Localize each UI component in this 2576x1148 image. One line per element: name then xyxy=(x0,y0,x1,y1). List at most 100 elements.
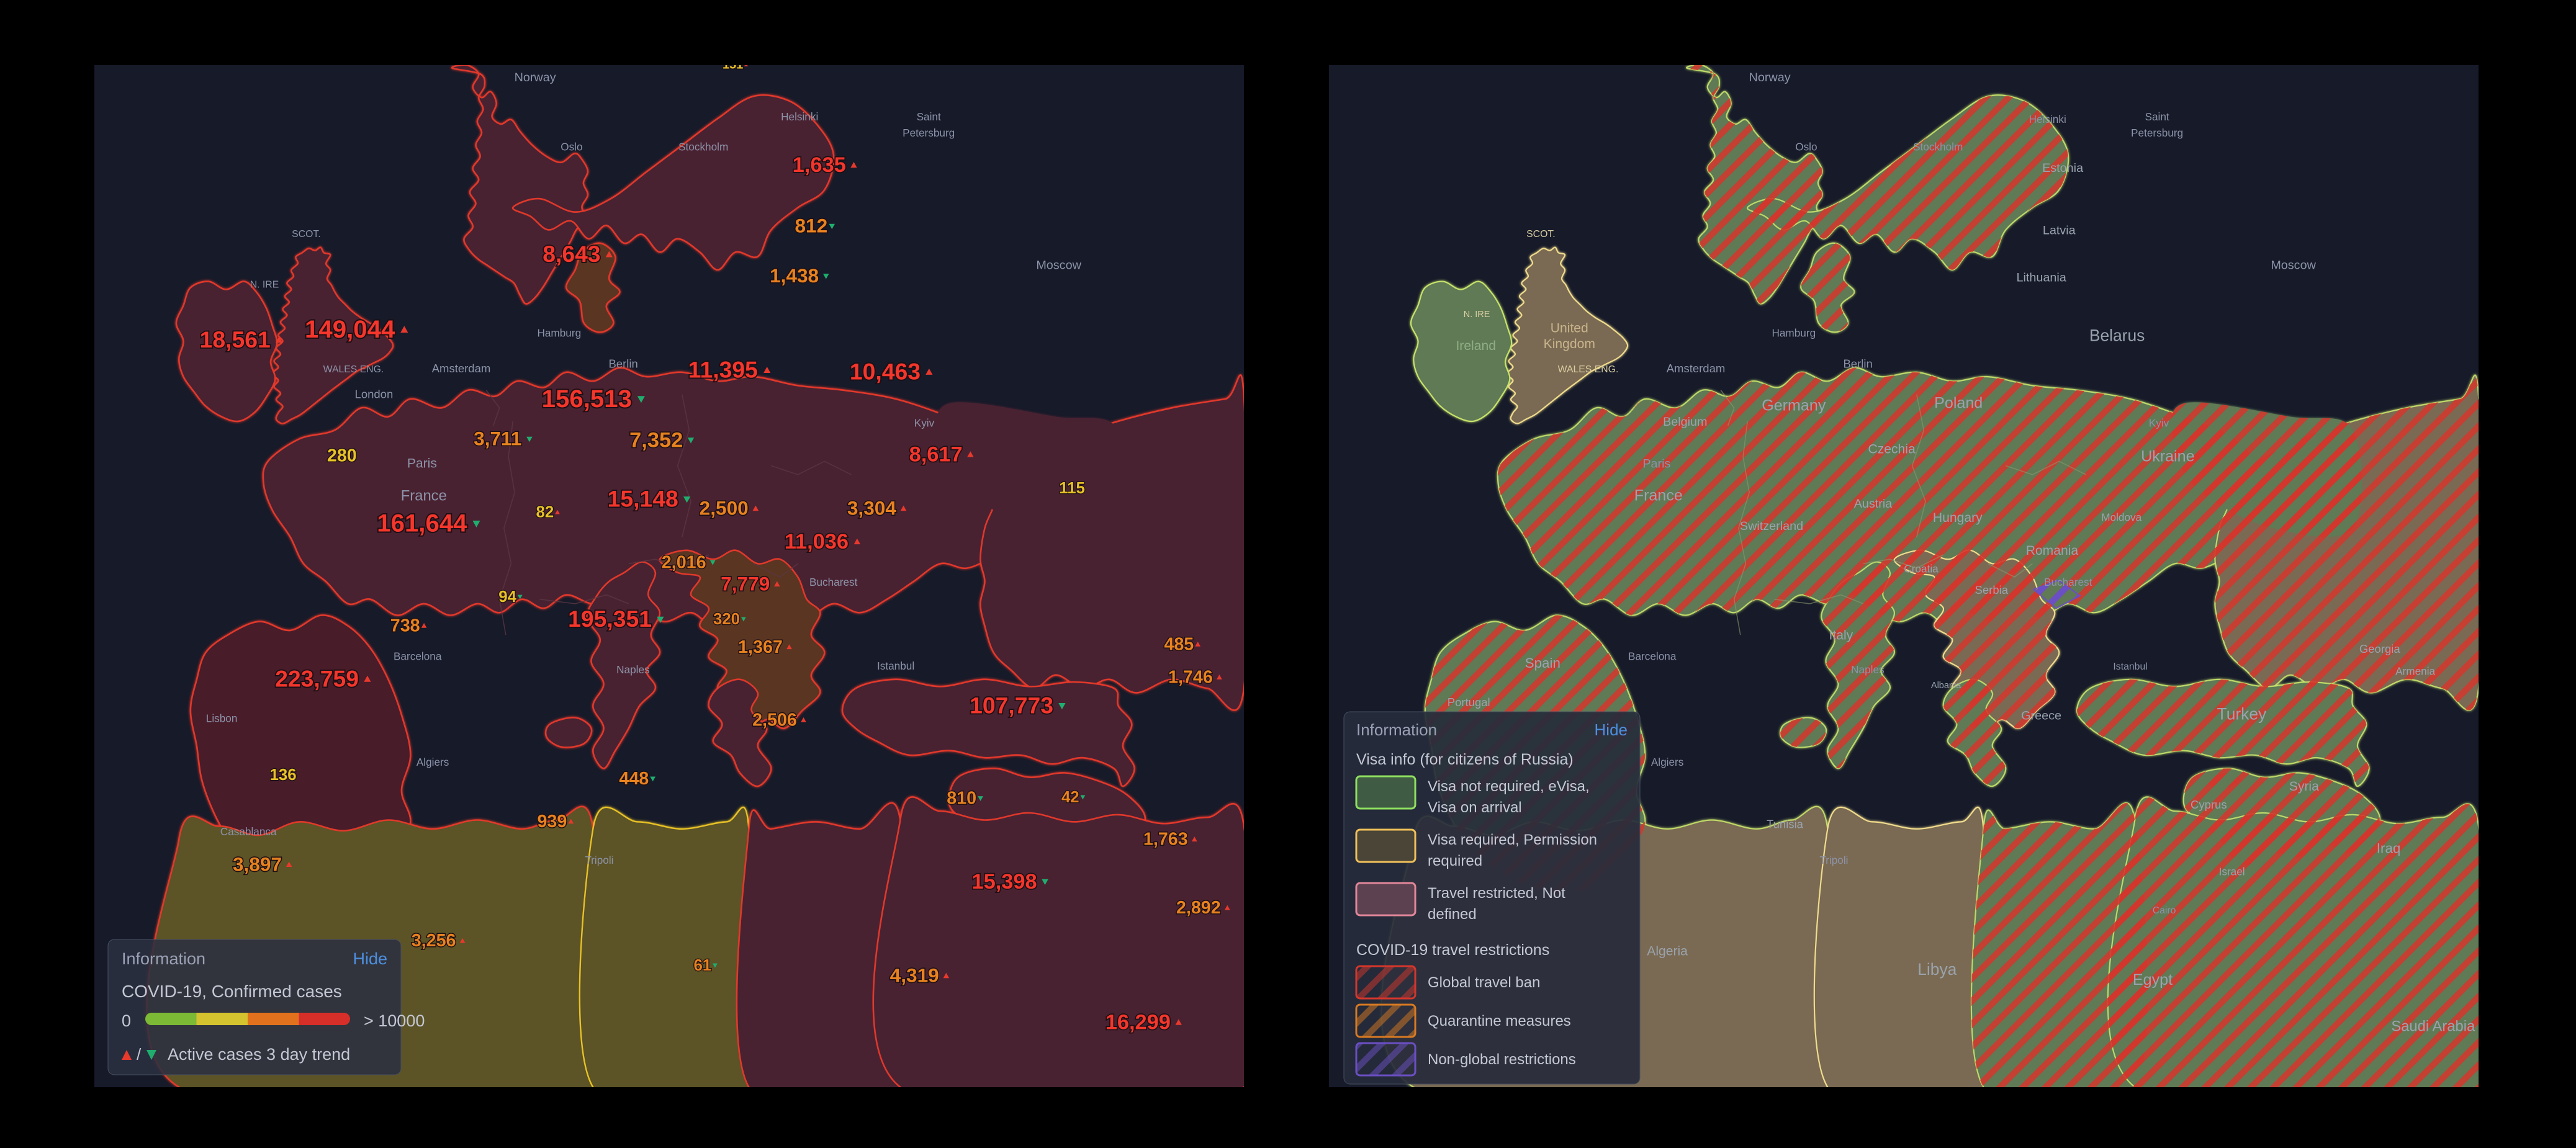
svg-text:Algiers: Algiers xyxy=(417,756,449,768)
svg-text:Tripoli: Tripoli xyxy=(1819,854,1848,866)
svg-text:Stockholm: Stockholm xyxy=(678,141,728,153)
svg-text:Greece: Greece xyxy=(2021,709,2061,722)
svg-text:156,513: 156,513 xyxy=(542,385,632,413)
svg-text:Berlin: Berlin xyxy=(1843,357,1872,370)
svg-text:7,352: 7,352 xyxy=(629,428,683,452)
svg-text:223,759: 223,759 xyxy=(275,665,359,691)
svg-text:Hide: Hide xyxy=(353,949,387,968)
svg-text:Tripoli: Tripoli xyxy=(585,854,613,866)
svg-text:939: 939 xyxy=(537,812,567,832)
svg-text:Moldova: Moldova xyxy=(2101,511,2141,524)
svg-text:Visa not required, eVisa,: Visa not required, eVisa, xyxy=(1428,778,1590,795)
svg-text:0: 0 xyxy=(122,1011,131,1030)
svg-text:8,617: 8,617 xyxy=(909,442,963,466)
svg-text:> 10000: > 10000 xyxy=(364,1011,425,1030)
svg-text:Georgia: Georgia xyxy=(2359,642,2401,655)
svg-text:Quarantine measures: Quarantine measures xyxy=(1428,1013,1571,1029)
svg-text:Oslo: Oslo xyxy=(1795,141,1817,153)
svg-text:Oslo: Oslo xyxy=(561,141,582,153)
svg-text:Egypt: Egypt xyxy=(2133,971,2173,989)
svg-text:61: 61 xyxy=(693,957,711,974)
svg-text:195,351: 195,351 xyxy=(568,606,652,632)
svg-text:Italy: Italy xyxy=(1829,628,1853,642)
svg-text:94: 94 xyxy=(498,588,516,606)
svg-text:2,892: 2,892 xyxy=(1176,898,1221,918)
svg-text:Estonia: Estonia xyxy=(2042,161,2083,175)
svg-text:136: 136 xyxy=(270,766,297,784)
svg-text:Cairo: Cairo xyxy=(2153,905,2176,916)
svg-text:Tunisia: Tunisia xyxy=(1767,817,1804,830)
svg-text:Berlin: Berlin xyxy=(608,357,637,370)
svg-text:Naples: Naples xyxy=(616,663,650,676)
svg-text:2,500: 2,500 xyxy=(700,496,749,519)
svg-text:3,256: 3,256 xyxy=(412,931,456,951)
svg-text:Saint: Saint xyxy=(917,110,941,123)
svg-text:Barcelona: Barcelona xyxy=(1628,650,1677,662)
svg-text:Syria: Syria xyxy=(2289,779,2319,794)
svg-text:15,148: 15,148 xyxy=(608,486,678,512)
svg-text:161,644: 161,644 xyxy=(377,509,467,537)
svg-text:11,395: 11,395 xyxy=(688,357,758,383)
svg-text:/: / xyxy=(137,1045,142,1064)
svg-text:8,643: 8,643 xyxy=(543,241,600,267)
svg-text:Romania: Romania xyxy=(2026,544,2079,558)
svg-text:Moscow: Moscow xyxy=(2271,259,2316,272)
svg-text:Austria: Austria xyxy=(1854,497,1893,511)
svg-text:Visa required, Permission: Visa required, Permission xyxy=(1428,832,1597,848)
svg-text:Iraq: Iraq xyxy=(2377,841,2401,856)
svg-text:4,319: 4,319 xyxy=(890,964,939,987)
svg-text:Serbia: Serbia xyxy=(1975,583,2009,596)
svg-text:Moscow: Moscow xyxy=(1036,259,1081,272)
svg-text:Visa info (for citizens of Rus: Visa info (for citizens of Russia) xyxy=(1356,751,1574,768)
svg-text:738: 738 xyxy=(390,616,420,635)
svg-text:N. IRE: N. IRE xyxy=(250,280,279,290)
svg-text:Hungary: Hungary xyxy=(1933,511,1983,525)
svg-text:Amsterdam: Amsterdam xyxy=(432,362,491,375)
svg-text:Barcelona: Barcelona xyxy=(394,650,442,662)
svg-text:Kyiv: Kyiv xyxy=(2149,416,2169,429)
svg-text:Croatia: Croatia xyxy=(1904,563,1939,575)
svg-text:Petersburg: Petersburg xyxy=(903,127,955,139)
svg-text:Latvia: Latvia xyxy=(2043,224,2076,238)
svg-text:Ireland: Ireland xyxy=(1456,339,1496,353)
svg-text:SCOT.: SCOT. xyxy=(292,229,321,240)
svg-text:Algiers: Algiers xyxy=(1651,756,1684,768)
svg-text:Travel restricted, Not: Travel restricted, Not xyxy=(1428,885,1565,902)
svg-text:Helsinki: Helsinki xyxy=(781,110,818,123)
svg-text:SCOT.: SCOT. xyxy=(1526,229,1556,240)
svg-text:Hide: Hide xyxy=(1595,720,1628,739)
svg-text:Naples: Naples xyxy=(1851,663,1885,676)
svg-text:Information: Information xyxy=(122,949,205,968)
svg-text:Istanbul: Istanbul xyxy=(2113,661,2147,672)
svg-text:1,635: 1,635 xyxy=(793,153,846,177)
svg-text:485: 485 xyxy=(1164,635,1194,655)
svg-text:Libya: Libya xyxy=(1917,960,1957,979)
svg-text:Lithuania: Lithuania xyxy=(2016,271,2066,285)
svg-text:Amsterdam: Amsterdam xyxy=(1667,362,1726,375)
svg-text:Spain: Spain xyxy=(1525,655,1560,671)
svg-text:Hamburg: Hamburg xyxy=(1772,327,1816,339)
svg-text:Germany: Germany xyxy=(1762,397,1826,415)
svg-text:Helsinki: Helsinki xyxy=(2029,113,2066,125)
svg-text:France: France xyxy=(401,488,447,504)
svg-text:Turkey: Turkey xyxy=(2217,704,2267,723)
svg-text:Saudi Arabia: Saudi Arabia xyxy=(2391,1018,2475,1035)
svg-text:3,711: 3,711 xyxy=(474,428,521,450)
svg-text:11,036: 11,036 xyxy=(785,530,849,554)
svg-text:Global travel ban: Global travel ban xyxy=(1428,974,1540,991)
svg-text:82: 82 xyxy=(536,504,554,521)
svg-text:7,779: 7,779 xyxy=(721,572,770,594)
svg-text:Norway: Norway xyxy=(515,71,556,84)
svg-text:42: 42 xyxy=(1061,789,1079,806)
svg-text:COVID-19, Confirmed cases: COVID-19, Confirmed cases xyxy=(122,982,342,1001)
svg-text:Israel: Israel xyxy=(2219,865,2245,877)
svg-text:France: France xyxy=(1634,487,1683,504)
svg-text:Kyiv: Kyiv xyxy=(914,416,935,429)
svg-text:3,897: 3,897 xyxy=(233,853,282,875)
svg-text:16,299: 16,299 xyxy=(1106,1011,1171,1034)
svg-text:N. IRE: N. IRE xyxy=(1464,310,1490,320)
svg-text:18,561: 18,561 xyxy=(200,326,271,352)
svg-text:Belarus: Belarus xyxy=(2089,326,2145,345)
svg-text:810: 810 xyxy=(947,789,976,809)
svg-text:Norway: Norway xyxy=(1749,71,1791,84)
